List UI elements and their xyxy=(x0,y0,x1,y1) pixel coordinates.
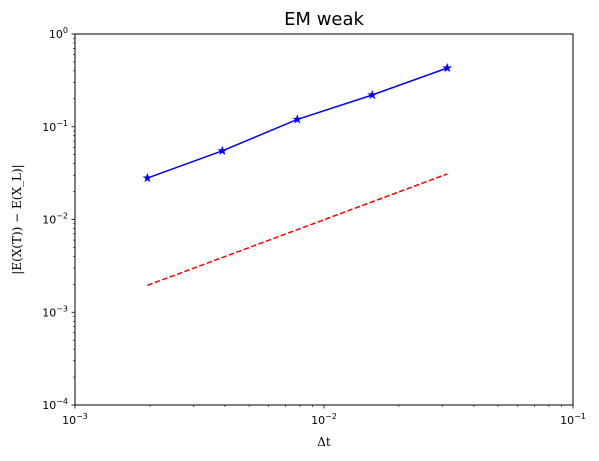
x-tick-label: 10−2 xyxy=(311,412,337,427)
plot-area xyxy=(142,62,453,287)
plot-frame xyxy=(74,33,574,406)
x-tick-label: 10−3 xyxy=(62,412,88,427)
y-tick-label: 10−2 xyxy=(42,212,68,227)
series-1-point xyxy=(292,114,303,124)
chart-title: EM weak xyxy=(284,9,364,30)
y-axis-label: |E(X(T)) − E(X_L)| xyxy=(10,164,24,274)
y-tick-label: 10−3 xyxy=(42,304,68,319)
series-1-point xyxy=(367,89,378,100)
series-1-point xyxy=(142,172,153,183)
series-1-point xyxy=(442,62,453,73)
series-2-line xyxy=(147,173,448,287)
x-tick-label: 10−1 xyxy=(560,412,586,427)
x-axis-label: Δt xyxy=(317,435,331,449)
series-1-line xyxy=(147,67,448,179)
y-tick-label: 10−1 xyxy=(42,119,68,134)
y-tick-label: 10−4 xyxy=(42,397,68,412)
series-1-point xyxy=(217,145,228,155)
y-tick-label: 100 xyxy=(49,26,68,41)
